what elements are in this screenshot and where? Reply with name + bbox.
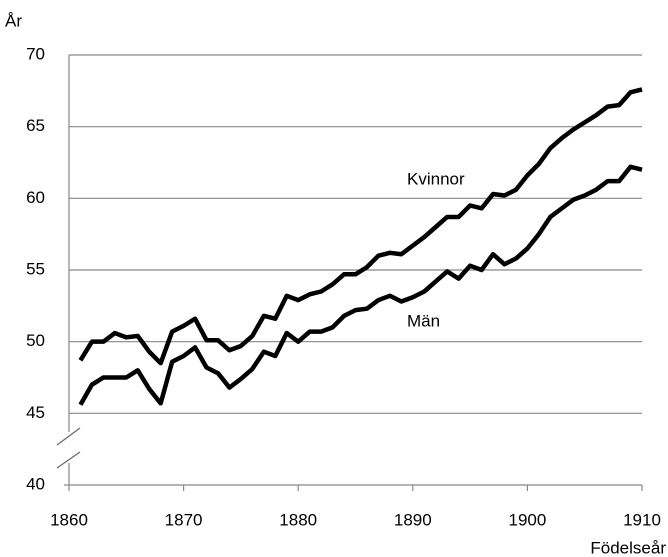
line [78,164,643,406]
series-label: Kvinnor [407,169,465,188]
line [78,87,643,366]
x-tick-label: 1910 [623,510,661,529]
x-tick-label: 1890 [394,510,432,529]
y-tick-label: 55 [26,259,45,278]
axis-break [56,451,81,469]
x-tick-label: 1880 [279,510,317,529]
x-axis-label: Födelseår [590,538,666,557]
x-tick-label: 1900 [508,510,546,529]
y-tick-label: 65 [26,116,45,135]
axis-break [56,427,81,446]
y-tick-label: 45 [26,403,45,422]
y-tick-label: 50 [26,331,45,350]
y-tick-label: 60 [26,188,45,207]
series-label: Män [407,311,440,330]
x-tick-label: 1870 [165,510,203,529]
y-tick-label: 70 [26,44,45,63]
x-tick-label: 1860 [50,510,88,529]
y-tick-label: 40 [26,474,45,493]
y-axis-label: År [5,11,22,30]
